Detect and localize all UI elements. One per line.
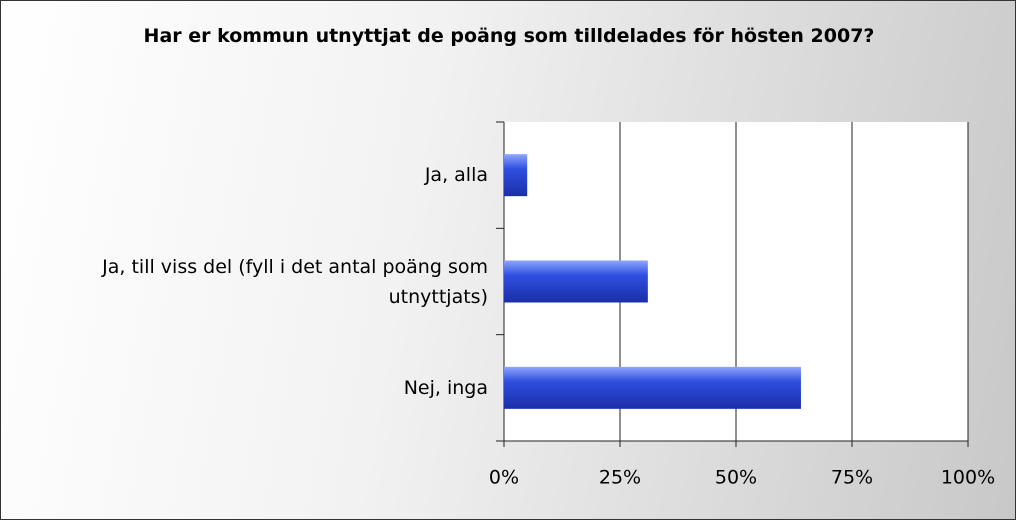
y-tick-label: Nej, inga: [403, 376, 488, 399]
y-tick-label: Ja, till viss del (fyll i det antal poän…: [102, 255, 488, 308]
x-tick-label: 75%: [831, 467, 873, 489]
x-tick-label: 100%: [941, 467, 995, 489]
bar: [504, 154, 528, 197]
chart-title: Har er kommun utnyttjat de poäng som til…: [143, 25, 875, 47]
bar: [504, 260, 648, 303]
x-tick-label: 50%: [715, 467, 757, 489]
x-tick-label: 25%: [599, 467, 641, 489]
y-tick-label: Ja, alla: [424, 164, 488, 187]
bar: [504, 366, 801, 409]
x-tick-label: 0%: [489, 467, 519, 489]
